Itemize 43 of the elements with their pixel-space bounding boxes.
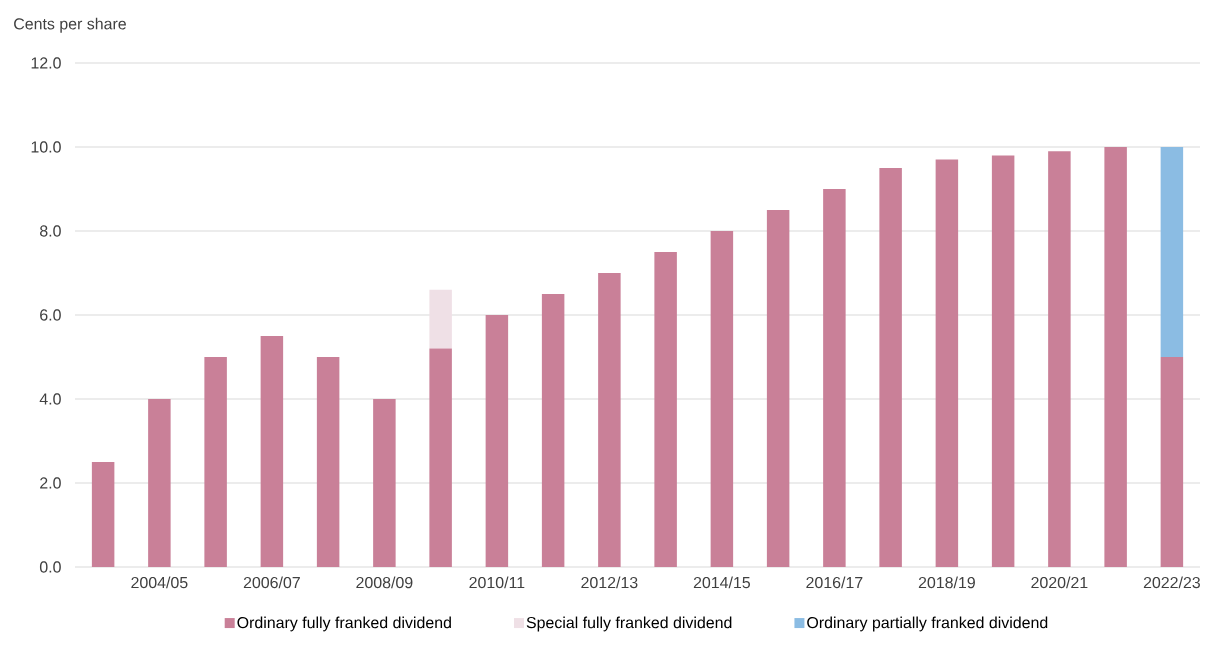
- bar: [429, 348, 452, 567]
- x-tick-label: 2016/17: [806, 576, 863, 589]
- bar: [1160, 357, 1184, 567]
- x-tick-label: 2018/19: [918, 576, 975, 589]
- bar: [654, 252, 677, 567]
- bar: [541, 294, 565, 567]
- y-tick-label: 4.0: [39, 393, 61, 405]
- bar: [823, 189, 846, 567]
- legend-label: Special fully franked dividend: [526, 616, 732, 632]
- legend-label: Ordinary partially franked dividend: [807, 616, 1048, 632]
- y-tick-label: 12.0: [31, 57, 61, 69]
- x-tick-label: 2022/23: [1143, 576, 1200, 589]
- bar: [429, 289, 452, 349]
- bar: [710, 231, 734, 567]
- y-tick-label: 10.0: [31, 141, 61, 153]
- bar: [1048, 151, 1071, 567]
- bar: [316, 357, 340, 567]
- y-axis-title: Cents per share: [14, 17, 126, 33]
- bar: [991, 155, 1015, 567]
- bar: [260, 336, 284, 567]
- bar: [598, 273, 621, 567]
- bar: [204, 357, 227, 567]
- legend-label: Ordinary fully franked dividend: [237, 616, 451, 632]
- bar: [485, 315, 509, 567]
- bar: [1160, 147, 1184, 357]
- bar: [91, 462, 115, 567]
- bar: [766, 210, 790, 567]
- x-tick-label: 2004/05: [131, 576, 188, 589]
- y-tick-label: 8.0: [40, 225, 61, 237]
- y-tick-label: 2.0: [40, 477, 61, 489]
- x-tick-label: 2014/15: [693, 576, 750, 589]
- x-tick-label: 2012/13: [581, 576, 638, 589]
- x-tick-label: 2006/07: [243, 576, 300, 589]
- bar: [148, 399, 171, 567]
- bar: [373, 399, 396, 567]
- x-tick-label: 2010/11: [469, 576, 525, 589]
- x-tick-label: 2008/09: [356, 576, 413, 589]
- bar: [1104, 147, 1127, 567]
- x-tick-label: 2020/21: [1031, 576, 1088, 589]
- y-tick-label: 6.0: [40, 309, 61, 321]
- bar: [935, 159, 959, 567]
- y-tick-label: 0.0: [39, 561, 61, 573]
- bar: [879, 168, 902, 567]
